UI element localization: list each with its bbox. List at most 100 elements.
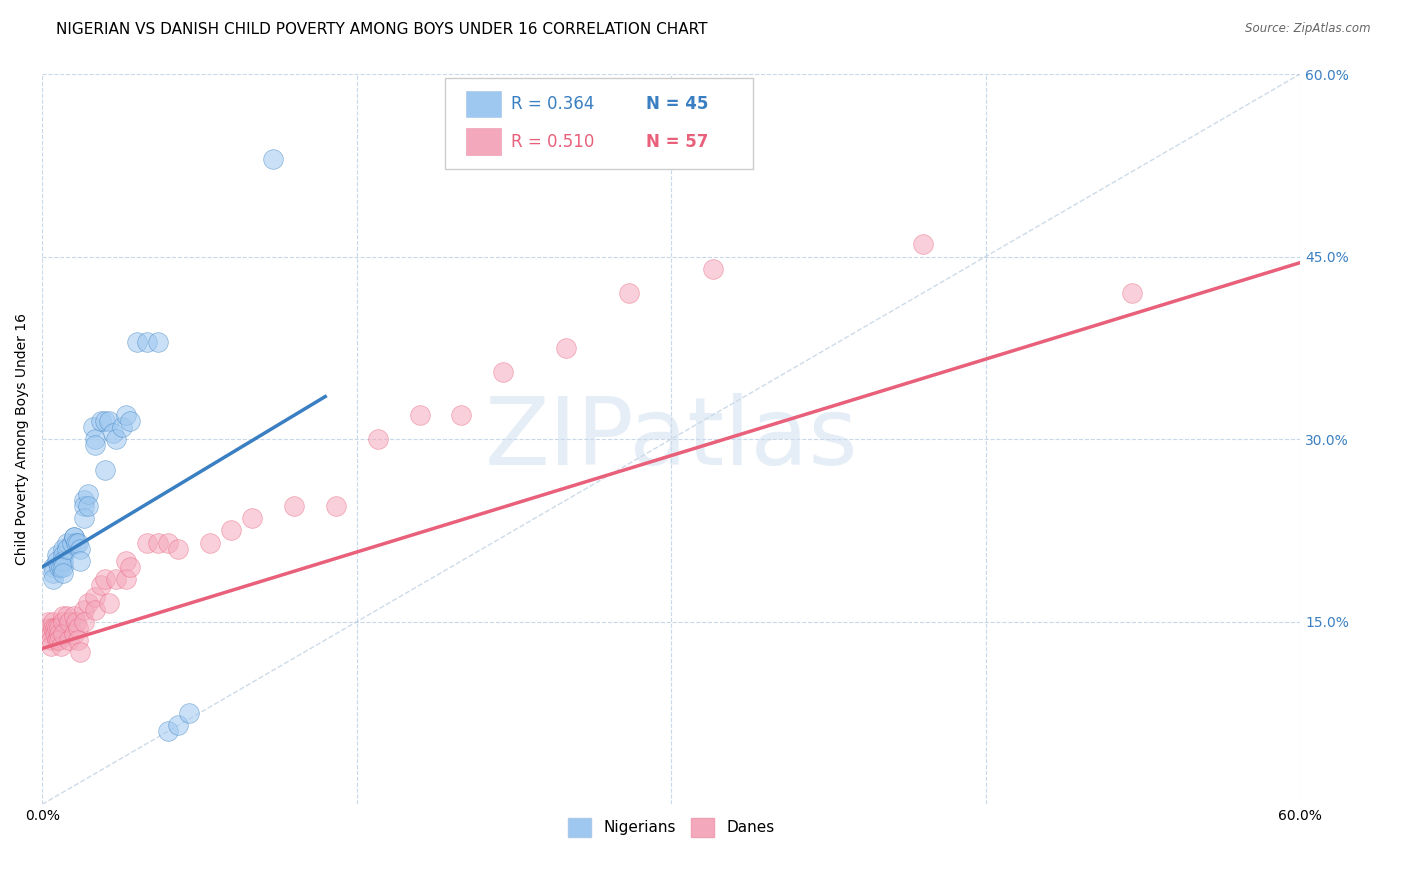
Point [73, 602, 96, 616]
Point [120, 414, 142, 428]
Point [62, 627, 84, 641]
Point [41, 621, 63, 635]
Point [37, 621, 59, 635]
Point [60, 535, 83, 549]
Point [120, 560, 142, 574]
Point [41, 572, 63, 586]
Point [146, 334, 169, 349]
Point [83, 591, 105, 605]
Point [56, 535, 79, 549]
Point [177, 706, 200, 720]
Point [48, 560, 70, 574]
Point [56, 541, 79, 556]
Point [66, 632, 89, 647]
Point [48, 632, 70, 647]
Point [367, 432, 389, 446]
Point [450, 408, 472, 422]
Point [98, 597, 121, 611]
Point [115, 554, 138, 568]
Point [219, 524, 242, 538]
Point [555, 341, 578, 355]
Point [283, 499, 305, 513]
Point [156, 535, 179, 549]
Point [41, 560, 63, 574]
Point [77, 487, 100, 501]
Point [69, 541, 91, 556]
Point [104, 572, 127, 586]
Point [94, 462, 117, 476]
Point [58, 615, 80, 629]
Point [49, 639, 72, 653]
Point [262, 152, 284, 166]
Point [52, 554, 75, 568]
Point [94, 572, 117, 586]
Point [37, 615, 59, 629]
Point [41, 566, 63, 580]
Point [146, 535, 169, 549]
Point [65, 535, 87, 549]
Point [111, 420, 134, 434]
Y-axis label: Child Poverty Among Boys Under 16: Child Poverty Among Boys Under 16 [15, 313, 30, 566]
Text: R = 0.364: R = 0.364 [512, 95, 595, 113]
Point [156, 724, 179, 739]
Point [82, 420, 104, 434]
Point [1121, 286, 1143, 301]
Text: N = 45: N = 45 [645, 95, 709, 113]
Point [52, 541, 75, 556]
Point [103, 426, 125, 441]
Point [90, 578, 112, 592]
Legend: Nigerians, Danes: Nigerians, Danes [561, 810, 782, 844]
Point [48, 627, 70, 641]
Point [69, 645, 91, 659]
Point [83, 438, 105, 452]
Point [52, 627, 75, 641]
Point [408, 408, 430, 422]
Point [83, 602, 105, 616]
Point [66, 535, 89, 549]
Point [58, 632, 80, 647]
Point [492, 365, 515, 379]
Point [104, 432, 127, 446]
Point [98, 414, 121, 428]
Text: NIGERIAN VS DANISH CHILD POVERTY AMONG BOYS UNDER 16 CORRELATION CHART: NIGERIAN VS DANISH CHILD POVERTY AMONG B… [56, 22, 707, 37]
Point [49, 560, 72, 574]
Point [44, 621, 66, 635]
Point [198, 535, 221, 549]
Point [62, 530, 84, 544]
Point [90, 414, 112, 428]
Text: R = 0.510: R = 0.510 [512, 133, 595, 151]
Point [73, 493, 96, 508]
Point [41, 615, 63, 629]
Point [240, 511, 263, 525]
Point [167, 718, 190, 732]
Point [52, 566, 75, 580]
Point [702, 261, 724, 276]
Point [619, 286, 641, 301]
Point [45, 548, 67, 562]
Point [136, 334, 159, 349]
Point [325, 499, 347, 513]
Point [45, 632, 67, 647]
Point [115, 572, 138, 586]
Bar [467, 91, 502, 118]
Point [77, 499, 100, 513]
Point [39, 632, 62, 647]
Point [69, 554, 91, 568]
Point [911, 237, 934, 252]
Text: ZIPatlas: ZIPatlas [484, 393, 858, 485]
Point [73, 615, 96, 629]
FancyBboxPatch shape [444, 78, 752, 169]
Point [73, 499, 96, 513]
Point [125, 334, 148, 349]
Point [45, 621, 67, 635]
Point [39, 627, 62, 641]
Point [83, 432, 105, 446]
Point [52, 560, 75, 574]
Point [136, 535, 159, 549]
Point [44, 627, 66, 641]
Point [39, 639, 62, 653]
Text: Source: ZipAtlas.com: Source: ZipAtlas.com [1246, 22, 1371, 36]
Point [48, 621, 70, 635]
Point [77, 597, 100, 611]
Point [52, 615, 75, 629]
